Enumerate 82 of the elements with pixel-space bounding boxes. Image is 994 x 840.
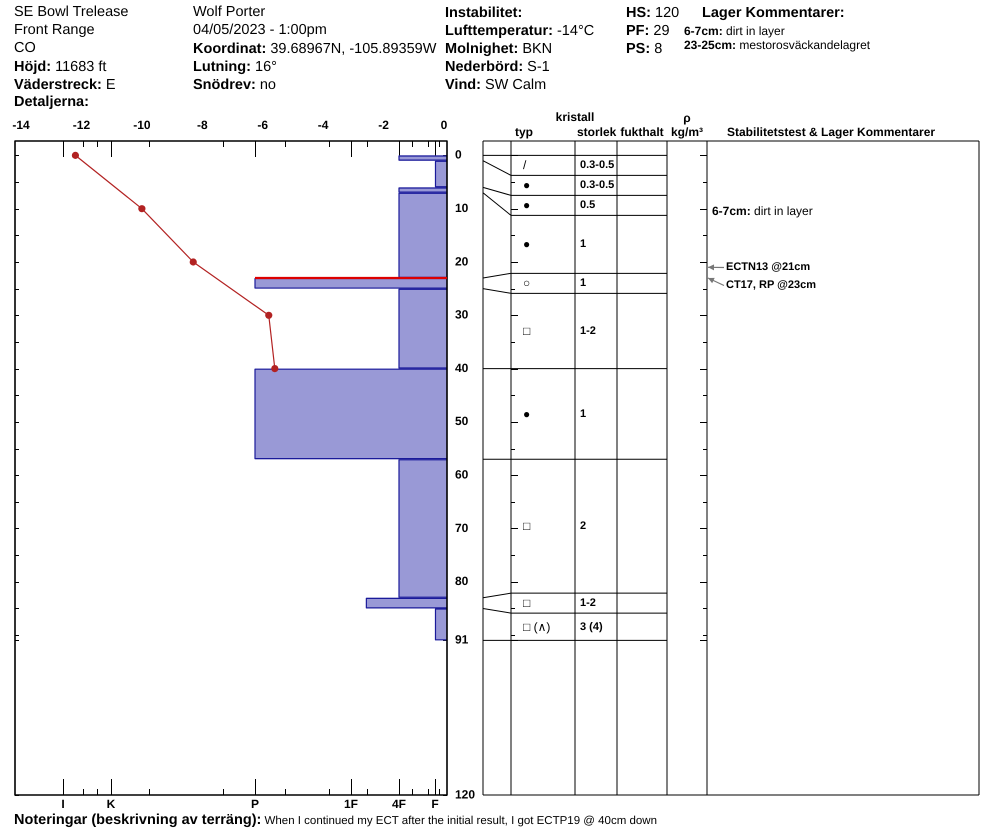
point: [138, 205, 146, 212]
point: [271, 364, 278, 372]
text: HS: 120: [626, 5, 680, 21]
text: □ (∧): [523, 620, 550, 634]
text: 04/05/2023 - 1:00pm: [193, 21, 327, 40]
y-tick-label: 60: [455, 468, 469, 482]
text: Koordinat: 39.68967N, -105.89359W: [193, 41, 436, 57]
text: P: [250, 796, 260, 812]
text: 1: [580, 238, 586, 250]
x-tick-label: 0: [440, 118, 448, 132]
text: Molnighet: BKN: [445, 41, 552, 57]
text: PF: 29: [626, 23, 670, 39]
y-tick-label: 0: [455, 148, 462, 162]
text: Noteringar (beskrivning av terräng): When I continued my ECT after the initial result, I got ECTP19 @ 40cm down: [14, 812, 657, 828]
text: SE Bowl Trelease: [14, 3, 128, 22]
text: 1: [580, 277, 586, 290]
text: 1: [580, 408, 586, 420]
text: 1-2: [580, 324, 596, 337]
text: Nederbörd: S-1: [445, 59, 550, 75]
text: ●: [523, 198, 530, 212]
point: [72, 152, 80, 159]
text: 0.3-0.5: [580, 159, 614, 172]
text: 1-2: [580, 597, 596, 610]
category-label: typ: [515, 125, 534, 139]
x-tick-label: -8: [196, 118, 208, 132]
point: [190, 258, 197, 266]
text: CT17, RP @23cm: [726, 278, 816, 293]
y-tick-label: 91: [455, 632, 469, 647]
x-tick-label: -4: [318, 118, 329, 132]
text: □: [523, 324, 530, 338]
text: Snödrev: no: [193, 77, 276, 93]
text: 2: [580, 520, 586, 532]
y-tick-label: 80: [455, 574, 469, 588]
y-tick-label: 30: [455, 308, 469, 322]
text: Vind: SW Calm: [445, 77, 546, 93]
y-tick-label: 70: [455, 520, 469, 535]
text: □: [523, 596, 530, 610]
y-tick-label: 120: [455, 787, 476, 802]
x-tick-label: -14: [12, 118, 30, 132]
text: I: [60, 796, 66, 812]
text: 1F: [342, 796, 359, 812]
text: Lager Kommentarer:: [702, 5, 845, 21]
text: Front Range: [14, 21, 95, 40]
text: □: [523, 519, 530, 534]
x-tick-label: -10: [133, 118, 151, 132]
text: 0.3-0.5: [580, 179, 614, 192]
x-tick-label: -12: [72, 118, 90, 132]
text: ●: [523, 406, 530, 421]
text: 4F: [390, 796, 407, 812]
text: ECTN13 @21cm: [726, 260, 810, 275]
text: Detaljerna:: [14, 94, 89, 110]
text: Lufttemperatur: -14°C: [445, 23, 594, 39]
x-tick-label: -6: [257, 118, 268, 132]
text: kristall: [554, 110, 596, 124]
text: ●: [523, 178, 530, 192]
x-tick-label: -2: [378, 118, 390, 132]
y-tick-label: 40: [455, 360, 469, 375]
y-tick-label: 10: [455, 201, 469, 216]
category-label: ρ kg/m³: [670, 111, 704, 139]
text: K: [106, 796, 116, 812]
category-label: fukthalt: [619, 125, 665, 139]
y-tick-label: 50: [455, 414, 469, 428]
text: 23-25cm: mestorosväckandelagret: [684, 38, 870, 52]
text: 3 (4): [580, 620, 603, 633]
text: 6-7cm: dirt in layer: [684, 24, 785, 38]
text: Instabilitet:: [445, 5, 522, 21]
text: CO: [14, 39, 36, 58]
text: PS: 8: [626, 41, 662, 57]
text: Wolf Porter: [193, 3, 266, 22]
category-label: storlek: [577, 125, 618, 139]
y-tick-label: 20: [455, 254, 469, 268]
text: Höjd: 11683 ft: [14, 59, 106, 75]
text: ●: [523, 237, 530, 252]
text: 6-7cm: dirt in layer: [712, 204, 813, 218]
text: /: [523, 158, 526, 172]
text: ○: [523, 276, 530, 290]
text: Lutning: 16°: [193, 59, 277, 75]
text: 0.5: [580, 199, 596, 212]
text: Väderstreck: E: [14, 77, 116, 93]
category-label: Stabilitetstest & Lager Kommentarer: [727, 125, 936, 139]
point: [265, 312, 272, 319]
text: F: [430, 796, 440, 812]
